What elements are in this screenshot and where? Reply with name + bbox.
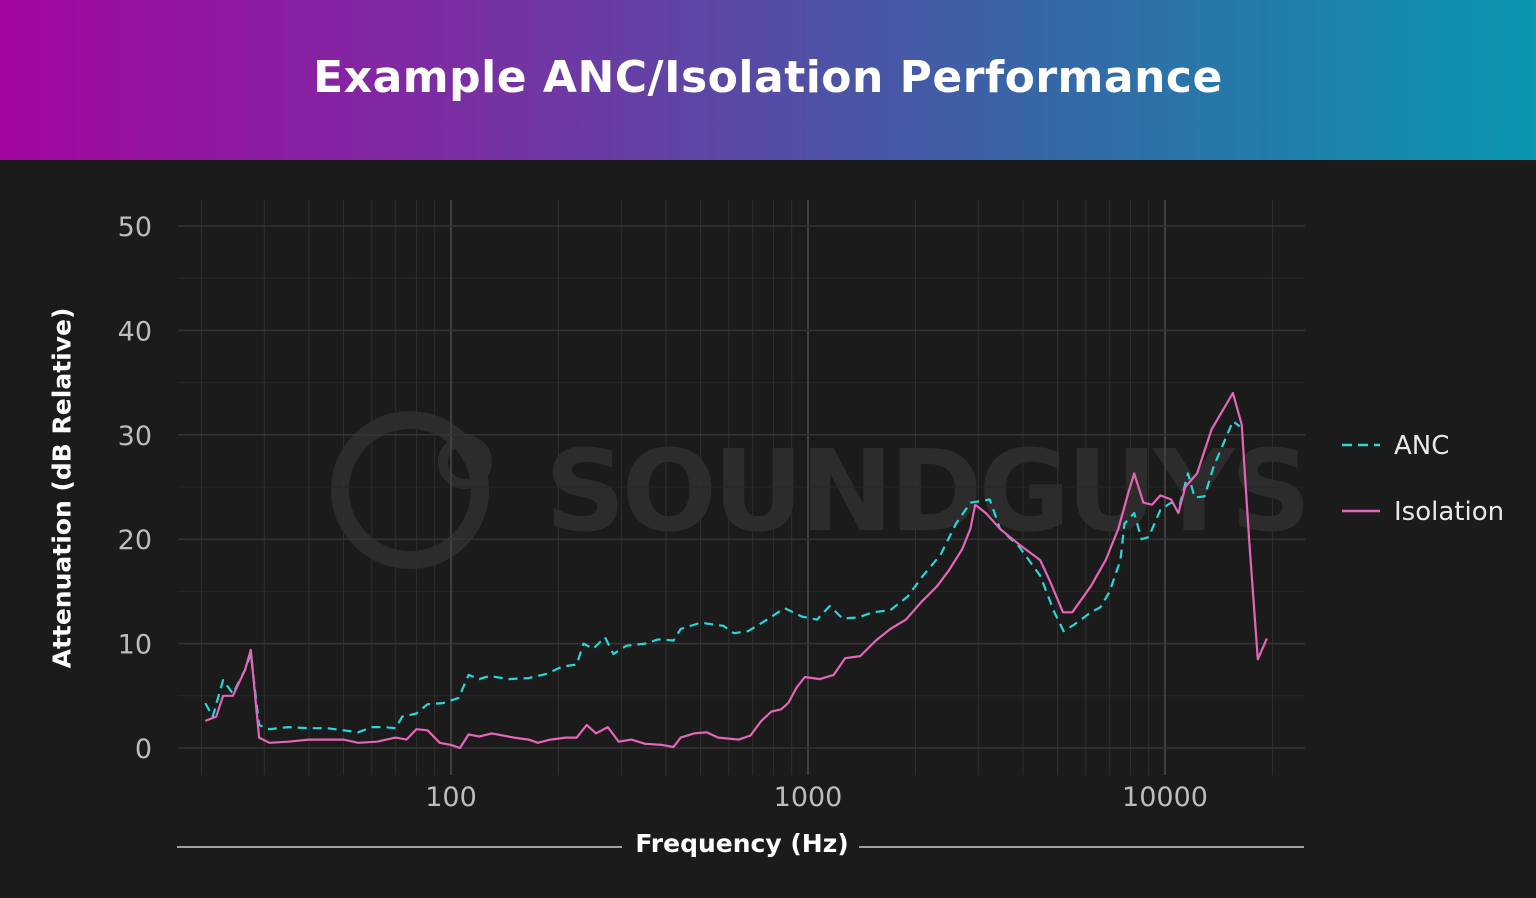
y-tick-label: 10 — [118, 630, 152, 661]
y-tick-label: 20 — [118, 525, 152, 556]
legend-label-isolation: Isolation — [1394, 497, 1504, 527]
x-tick-label: 100 — [425, 782, 477, 813]
watermark-head-icon — [331, 411, 489, 569]
x-tick-label: 1000 — [774, 782, 843, 813]
watermark-headphone-icon — [438, 435, 492, 489]
x-axis-label: Frequency (Hz) — [635, 829, 849, 858]
x-tick-label: 10000 — [1122, 782, 1208, 813]
legend-label-anc: ANC — [1394, 431, 1449, 461]
series-line-anc — [204, 420, 1241, 734]
y-tick-label: 50 — [118, 212, 152, 243]
series-line-isolation — [204, 391, 1268, 750]
y-tick-label: 30 — [118, 421, 152, 452]
y-tick-label: 40 — [118, 316, 152, 347]
title-banner: Example ANC/Isolation Performance — [0, 0, 1536, 160]
chart-title: Example ANC/Isolation Performance — [313, 52, 1223, 103]
y-tick-label: 0 — [135, 734, 152, 765]
y-axis-label: Attenuation (dB Relative) — [47, 307, 77, 669]
